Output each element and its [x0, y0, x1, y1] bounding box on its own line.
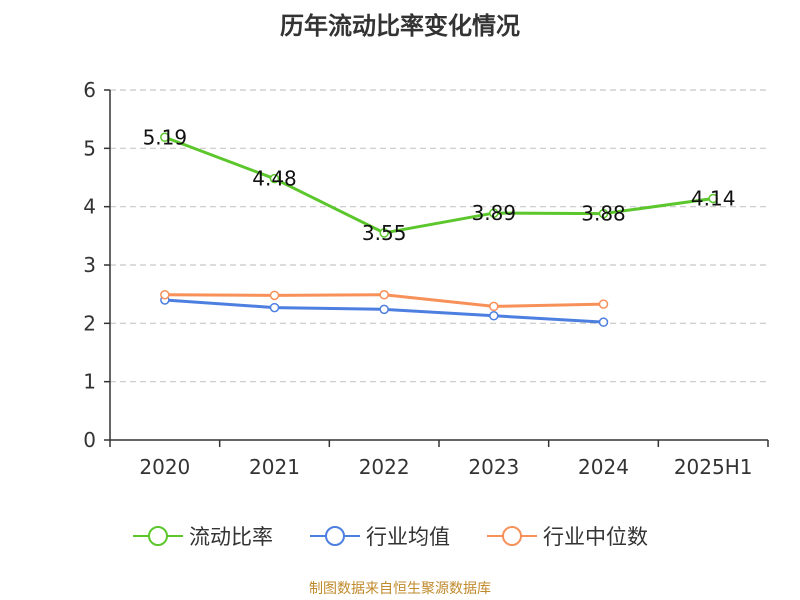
data-point — [269, 173, 280, 184]
data-point — [489, 208, 499, 218]
data-labels: 5.19 4.48 3.55 3.89 3.88 4.14 — [143, 125, 736, 245]
data-label: 3.88 — [581, 202, 626, 226]
data-point — [269, 302, 280, 313]
axes: 0 1 2 3 4 5 6 2020 2021 2022 2023 2024 2025H1 — [83, 78, 769, 479]
data-point — [489, 301, 499, 312]
y-tick-label: 0 — [83, 428, 96, 452]
legend-symbol-industry-mean — [310, 526, 360, 546]
legend-item-industry-mean[interactable]: 行业均值 — [310, 522, 450, 550]
x-tick-label-2023: 2023 — [468, 455, 519, 479]
y-tick-label: 6 — [83, 78, 96, 102]
data-point — [598, 299, 609, 309]
y-tick-label: 4 — [83, 195, 96, 219]
x-tick-label-2024: 2024 — [578, 455, 629, 479]
data-point — [379, 304, 389, 315]
data-label: 4.48 — [252, 167, 297, 191]
legend-symbol-current-ratio — [133, 526, 183, 546]
data-point — [708, 193, 718, 204]
legend-label-industry-median: 行业中位数 — [543, 525, 648, 549]
source-note: 制图数据来自恒生聚源数据库 — [309, 581, 491, 597]
legend-label-industry-mean: 行业均值 — [366, 525, 450, 549]
legend-label-current-ratio: 流动比率 — [189, 525, 273, 549]
data-label: 5.19 — [143, 125, 188, 149]
legend-symbol-industry-median — [487, 526, 537, 546]
data-label: 4.14 — [691, 187, 736, 211]
legend-item-current-ratio[interactable]: 流动比率 — [133, 522, 273, 550]
x-tick-label-2021: 2021 — [249, 455, 300, 479]
data-point — [489, 311, 499, 321]
series-points — [160, 132, 718, 327]
data-label: 3.89 — [472, 201, 517, 225]
y-tick-label: 1 — [83, 370, 96, 394]
data-point — [160, 290, 170, 300]
y-tick-label: 5 — [83, 136, 96, 160]
series-line-0 — [164, 135, 714, 235]
data-point — [379, 290, 389, 300]
data-point — [598, 317, 609, 327]
series-lines — [164, 135, 714, 324]
y-tick-label: 2 — [83, 311, 96, 335]
data-label: 3.55 — [362, 221, 407, 245]
legend-item-industry-median[interactable]: 行业中位数 — [487, 522, 648, 550]
gridlines — [110, 89, 768, 383]
data-point — [598, 208, 609, 219]
x-tick-label-2022: 2022 — [359, 455, 410, 479]
data-point — [160, 132, 170, 142]
chart-title: 历年流动比率变化情况 — [280, 12, 520, 40]
data-point — [379, 228, 389, 238]
x-tick-label-2025H1: 2025H1 — [674, 455, 753, 479]
x-tick-label-2020: 2020 — [139, 455, 190, 479]
data-point — [269, 290, 280, 301]
y-tick-label: 3 — [83, 253, 96, 277]
